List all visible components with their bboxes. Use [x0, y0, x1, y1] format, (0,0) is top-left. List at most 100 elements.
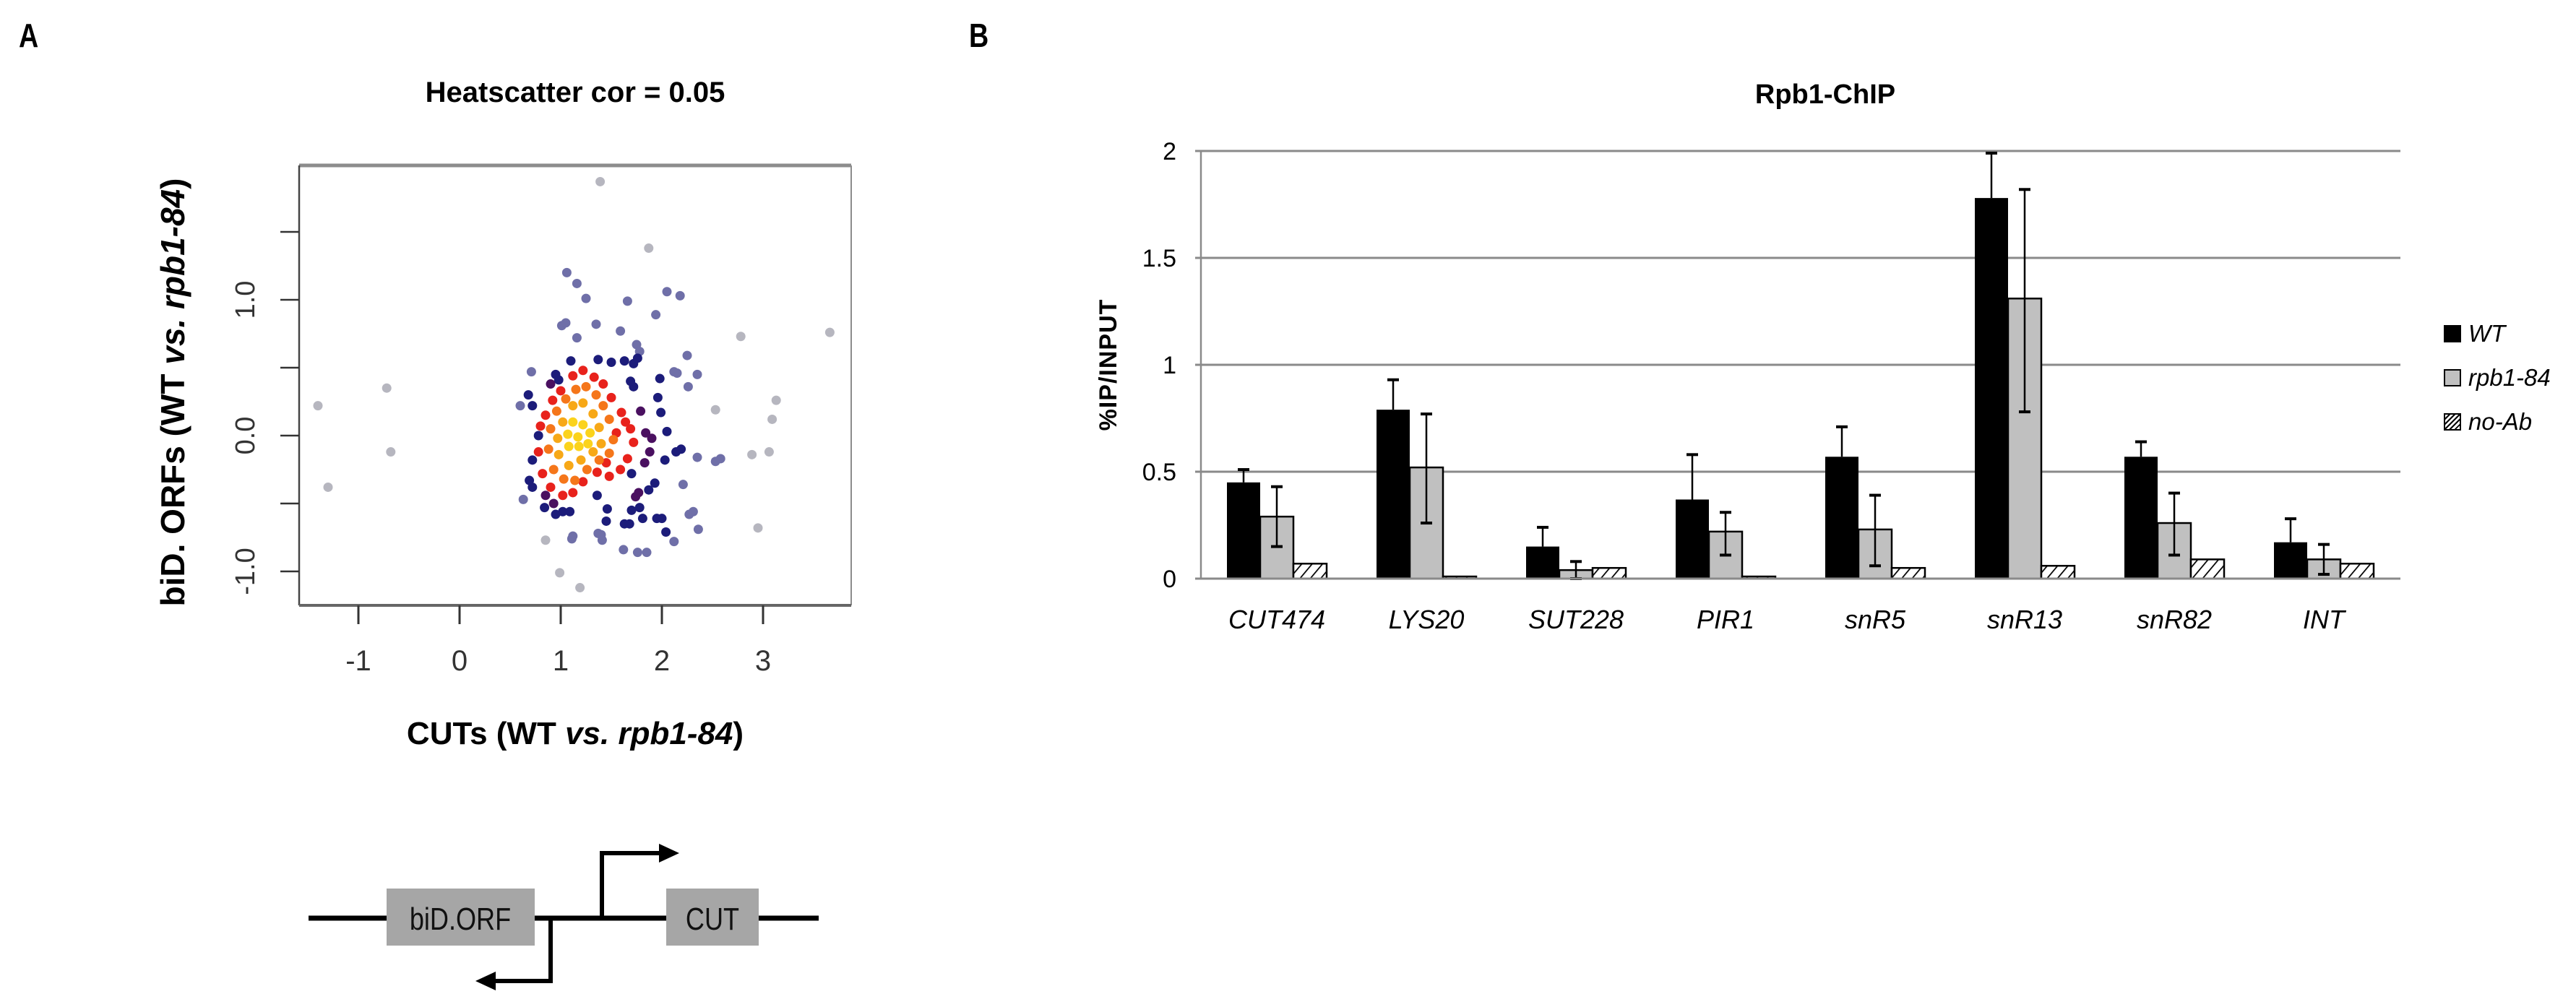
scatter-point: [662, 287, 672, 297]
scatter-point: [622, 454, 632, 464]
scatter-point: [548, 498, 559, 509]
scatter-point: [650, 478, 660, 488]
y-tick-label: 1.0: [231, 281, 261, 319]
scatter-point: [651, 310, 661, 320]
scatter-point: [626, 469, 637, 479]
scatter-point: [568, 488, 578, 498]
scatter-point: [619, 356, 629, 366]
scatter-point: [657, 514, 667, 524]
scatter-point: [581, 381, 591, 392]
scatter-point: [641, 428, 651, 438]
x-tick-label: 2: [654, 645, 670, 677]
scatter-point: [555, 568, 565, 578]
scatter-point: [533, 447, 543, 457]
scatter-point: [515, 401, 525, 411]
scatter-point: [581, 293, 591, 303]
scatter-point: [526, 367, 536, 377]
bar-no-Ab-snR13: [2040, 564, 2076, 580]
legend-label-rpb1-84: rpb1-84: [2468, 364, 2551, 391]
scatter-point: [382, 383, 392, 393]
scatter-point: [533, 431, 543, 441]
scatter-point: [527, 401, 538, 411]
scatter-point: [578, 366, 588, 376]
scatter-point: [576, 455, 586, 465]
scatter-point: [601, 516, 611, 526]
scatter-point: [548, 395, 558, 405]
scatter-point: [669, 537, 679, 547]
scatter-point: [551, 509, 561, 519]
scatter-point: [637, 514, 647, 524]
bar-WT-LYS20: [1377, 410, 1410, 579]
y-tick-label: 0.5: [1142, 459, 1176, 486]
scatter-point: [692, 369, 702, 379]
scatter-point: [543, 444, 553, 454]
scatter-point: [561, 267, 572, 277]
scatter-point: [568, 531, 578, 541]
scatter-point: [323, 482, 333, 492]
scatter-point: [588, 447, 598, 457]
scatter-point: [601, 458, 611, 468]
scatter-point: [559, 474, 569, 484]
scatter-point: [540, 535, 551, 545]
legend-label-wt: WT: [2468, 320, 2506, 347]
scatter-point: [558, 417, 568, 427]
legend-item-rpb1-84: rpb1-84: [2444, 364, 2551, 391]
scatter-point: [582, 464, 592, 475]
scatter-point: [636, 406, 646, 416]
scatter-point: [553, 433, 563, 444]
bar-y-axis-title: %IP/INPUT: [1095, 299, 1122, 431]
scatter-point: [538, 469, 548, 479]
scatter-point: [626, 376, 636, 386]
scatter-point: [386, 447, 396, 457]
x-category-label: LYS20: [1389, 605, 1465, 634]
scatter-point: [669, 367, 679, 377]
scatter-point: [578, 398, 588, 408]
scatter-point: [676, 444, 686, 454]
scatter-point: [595, 176, 606, 186]
bar-no-Ab-snR5: [1890, 566, 1926, 580]
x-category-label: CUT474: [1228, 605, 1325, 634]
CUT-box: [666, 889, 759, 946]
scatter-point: [571, 384, 581, 394]
bar-chart-title: Rpb1-ChIP: [1754, 79, 1896, 110]
legend: WT rpb1-84 no-Ab: [2444, 320, 2551, 435]
scatter-point: [575, 583, 585, 593]
scatter-point: [527, 455, 538, 465]
x-tick-label: 3: [755, 645, 771, 677]
scatter-point: [660, 455, 670, 465]
bar-WT-SUT228: [1526, 546, 1559, 579]
scatter-point: [589, 372, 599, 382]
scatter-point: [616, 407, 626, 418]
scatter-point: [747, 449, 757, 459]
bar-no-Ab-snR82: [2189, 558, 2226, 580]
scatter-title: Heatscatter cor = 0.05: [425, 77, 725, 108]
scatter-point: [596, 530, 606, 540]
scatter-point: [558, 490, 568, 501]
scatter-point: [563, 429, 573, 439]
scatter-point: [693, 524, 703, 535]
scatter-point: [824, 327, 835, 337]
y-tick-label: 1.5: [1142, 245, 1176, 272]
scatter-point: [535, 421, 546, 431]
scatter-point: [632, 353, 642, 363]
scatter-point: [592, 467, 602, 477]
x-category-label: SUT228: [1528, 605, 1624, 634]
scatter-point: [655, 373, 665, 384]
scatter-point: [546, 424, 556, 434]
scatter-point: [523, 390, 533, 400]
scatter-point: [621, 417, 631, 427]
scatter-point: [553, 375, 564, 385]
scatter-point: [616, 326, 626, 336]
scatter-point: [604, 448, 614, 458]
scatter-point: [592, 490, 602, 501]
scatter-point: [594, 455, 604, 465]
scatter-point: [771, 395, 781, 405]
scatter-point: [622, 296, 632, 306]
scatter-point: [608, 435, 619, 445]
reverse-promoter-arrow-icon: [493, 918, 553, 983]
biD-ORF-label: biD.ORF: [410, 902, 511, 937]
scatter-point: [548, 464, 559, 475]
bar-WT-snR82: [2124, 457, 2158, 579]
bar-WT-snR13: [1975, 198, 2008, 579]
y-tick-label: 0: [1163, 566, 1176, 593]
